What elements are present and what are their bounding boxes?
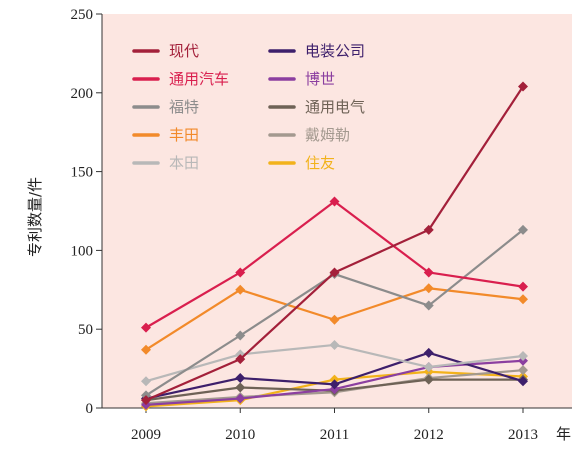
legend-item: 现代 xyxy=(132,42,199,60)
x-tick-label: 2009 xyxy=(131,427,161,443)
series-现代 xyxy=(141,81,528,406)
y-tick-label: 50 xyxy=(78,322,93,338)
y-tick-label: 150 xyxy=(71,165,94,181)
data-point xyxy=(235,354,246,365)
data-point xyxy=(518,281,528,292)
legend-label: 福特 xyxy=(169,98,199,116)
data-point xyxy=(235,393,246,404)
legend-item: 福特 xyxy=(132,98,199,116)
data-point xyxy=(423,300,434,311)
legend-item: 博世 xyxy=(268,70,335,88)
series-丰田 xyxy=(141,283,528,355)
legend-label: 住友 xyxy=(305,154,335,172)
legend-label: 电装公司 xyxy=(305,42,365,60)
legend-item: 丰田 xyxy=(132,126,199,144)
data-point xyxy=(518,376,528,387)
data-point xyxy=(329,339,340,350)
legend-label: 博世 xyxy=(305,70,335,88)
axes: 0 50 100 150 200 250 2009 2010 2011 2012 2013 xyxy=(71,7,572,443)
y-axis-label: 专利数量/件 xyxy=(26,177,44,257)
data-point xyxy=(235,284,246,295)
data-point xyxy=(329,267,340,278)
x-axis-unit-label: 年 xyxy=(556,426,571,443)
legend-item: 本田 xyxy=(132,154,199,172)
x-tick-label: 2010 xyxy=(225,427,255,443)
data-point xyxy=(235,382,246,393)
legend-label: 通用汽车 xyxy=(169,70,229,88)
data-point xyxy=(235,373,246,384)
data-point xyxy=(518,81,528,92)
x-tick-label: 2013 xyxy=(508,427,538,443)
legend-label: 通用电气 xyxy=(305,98,365,116)
data-point xyxy=(423,374,434,385)
y-tick-label: 250 xyxy=(71,7,94,23)
data-point xyxy=(518,224,528,235)
data-point xyxy=(329,196,340,207)
y-tick-label: 0 xyxy=(86,401,94,417)
data-point xyxy=(235,330,246,341)
legend-item: 通用电气 xyxy=(268,98,365,116)
data-point xyxy=(518,294,528,305)
x-tick-label: 2011 xyxy=(320,427,349,443)
legend-item: 通用汽车 xyxy=(132,70,229,88)
y-tick-label: 200 xyxy=(71,86,94,102)
legend-label: 本田 xyxy=(169,154,199,172)
series-layer xyxy=(141,81,528,412)
legend-item: 电装公司 xyxy=(268,42,365,60)
data-point xyxy=(141,376,151,387)
legend-label: 戴姆勒 xyxy=(305,126,350,144)
data-point xyxy=(141,395,151,406)
legend-label: 丰田 xyxy=(169,126,199,144)
legend-label: 现代 xyxy=(169,42,199,60)
data-point xyxy=(423,224,434,235)
series-通用汽车 xyxy=(141,196,528,333)
data-point xyxy=(423,283,434,294)
y-tick-label: 100 xyxy=(71,243,94,259)
data-point xyxy=(141,344,151,355)
x-tick-label: 2012 xyxy=(414,427,444,443)
data-point xyxy=(518,365,528,376)
data-point xyxy=(423,267,434,278)
data-point xyxy=(141,322,151,333)
data-point xyxy=(329,314,340,325)
legend-item: 住友 xyxy=(268,154,335,172)
data-point xyxy=(423,362,434,373)
data-point xyxy=(235,267,246,278)
plot-area xyxy=(102,14,572,408)
data-point xyxy=(423,347,434,358)
data-point xyxy=(518,350,528,361)
data-point xyxy=(329,379,340,390)
legend-item: 戴姆勒 xyxy=(268,126,350,144)
